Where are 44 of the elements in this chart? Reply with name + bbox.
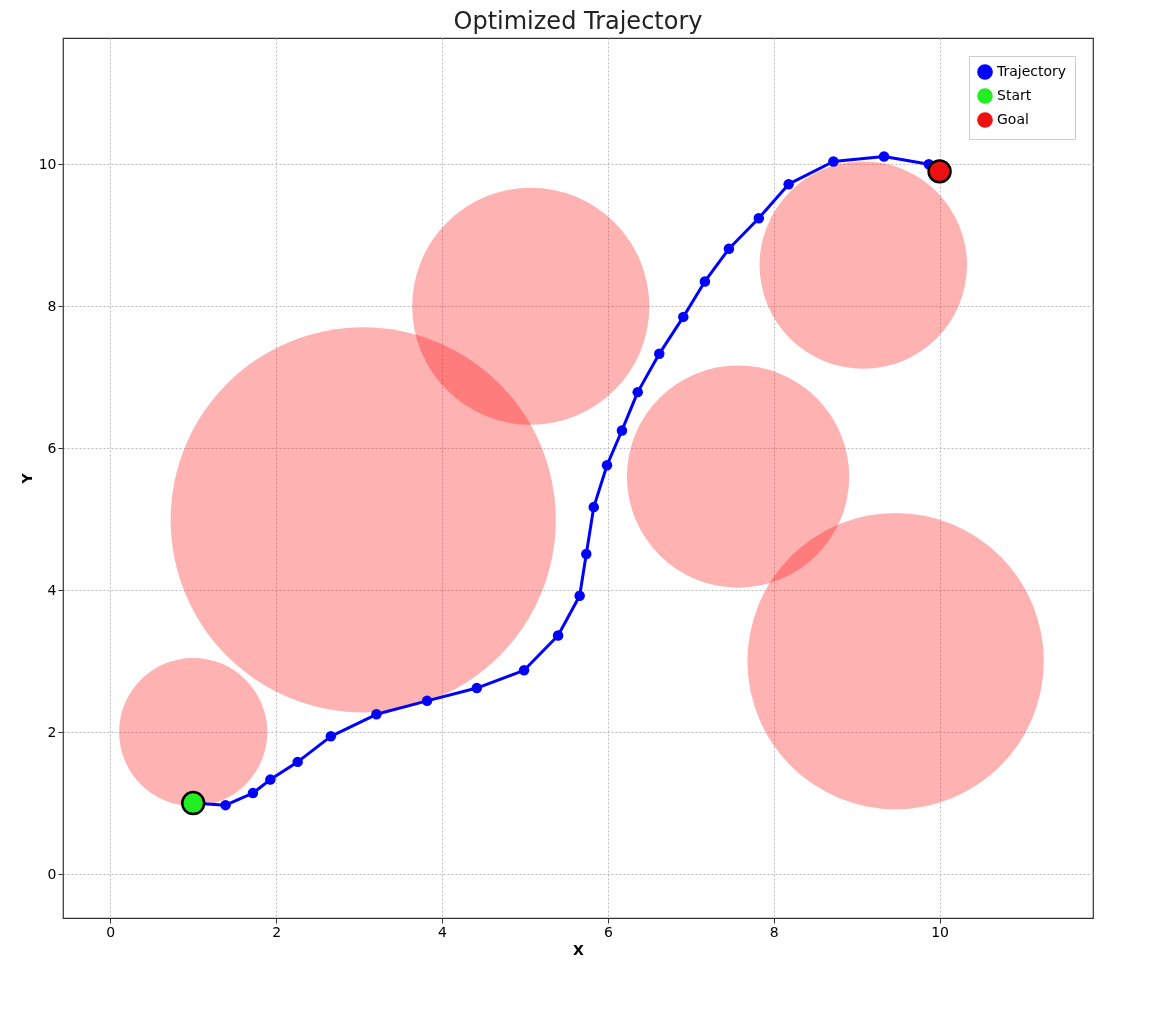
legend-label: Goal [997,111,1029,127]
point [471,682,483,694]
y-tick-label: 6 [47,439,57,456]
point [588,501,599,513]
point [601,459,613,471]
point [265,774,276,785]
point [828,156,839,167]
y-tick-label: 4 [47,581,57,598]
y-tick-label: 2 [47,723,57,740]
point [678,311,689,323]
point [878,151,890,162]
point [927,159,952,184]
point [220,799,231,811]
point [247,787,259,799]
x-tick-label: 6 [603,923,613,940]
point [654,348,665,360]
y-tick-label: 8 [47,297,57,314]
point [616,425,628,436]
y-axis-title: Y [18,472,35,485]
point [421,695,433,707]
point [699,276,711,287]
point [632,386,643,398]
x-tick-label: 2 [272,923,282,940]
x-axis-title: X [573,941,585,958]
point [574,590,585,602]
point [723,243,735,255]
point [325,731,337,742]
x-tick-label: 10 [931,923,949,940]
y-tick-label: 0 [47,865,57,882]
x-tick-label: 0 [106,923,116,940]
x-tick-label: 4 [438,923,448,940]
point [292,756,303,768]
point [581,548,592,560]
point [371,709,382,720]
point [783,178,794,190]
x-tick-label: 8 [769,923,779,940]
chart-title: Optimized Trajectory [453,7,703,35]
point [552,630,564,641]
legend-label: Trajectory [996,63,1067,79]
legend-label: Start [997,87,1032,103]
point [518,665,530,676]
y-tick-label: 10 [38,155,57,172]
point [753,213,765,224]
point [181,790,206,816]
